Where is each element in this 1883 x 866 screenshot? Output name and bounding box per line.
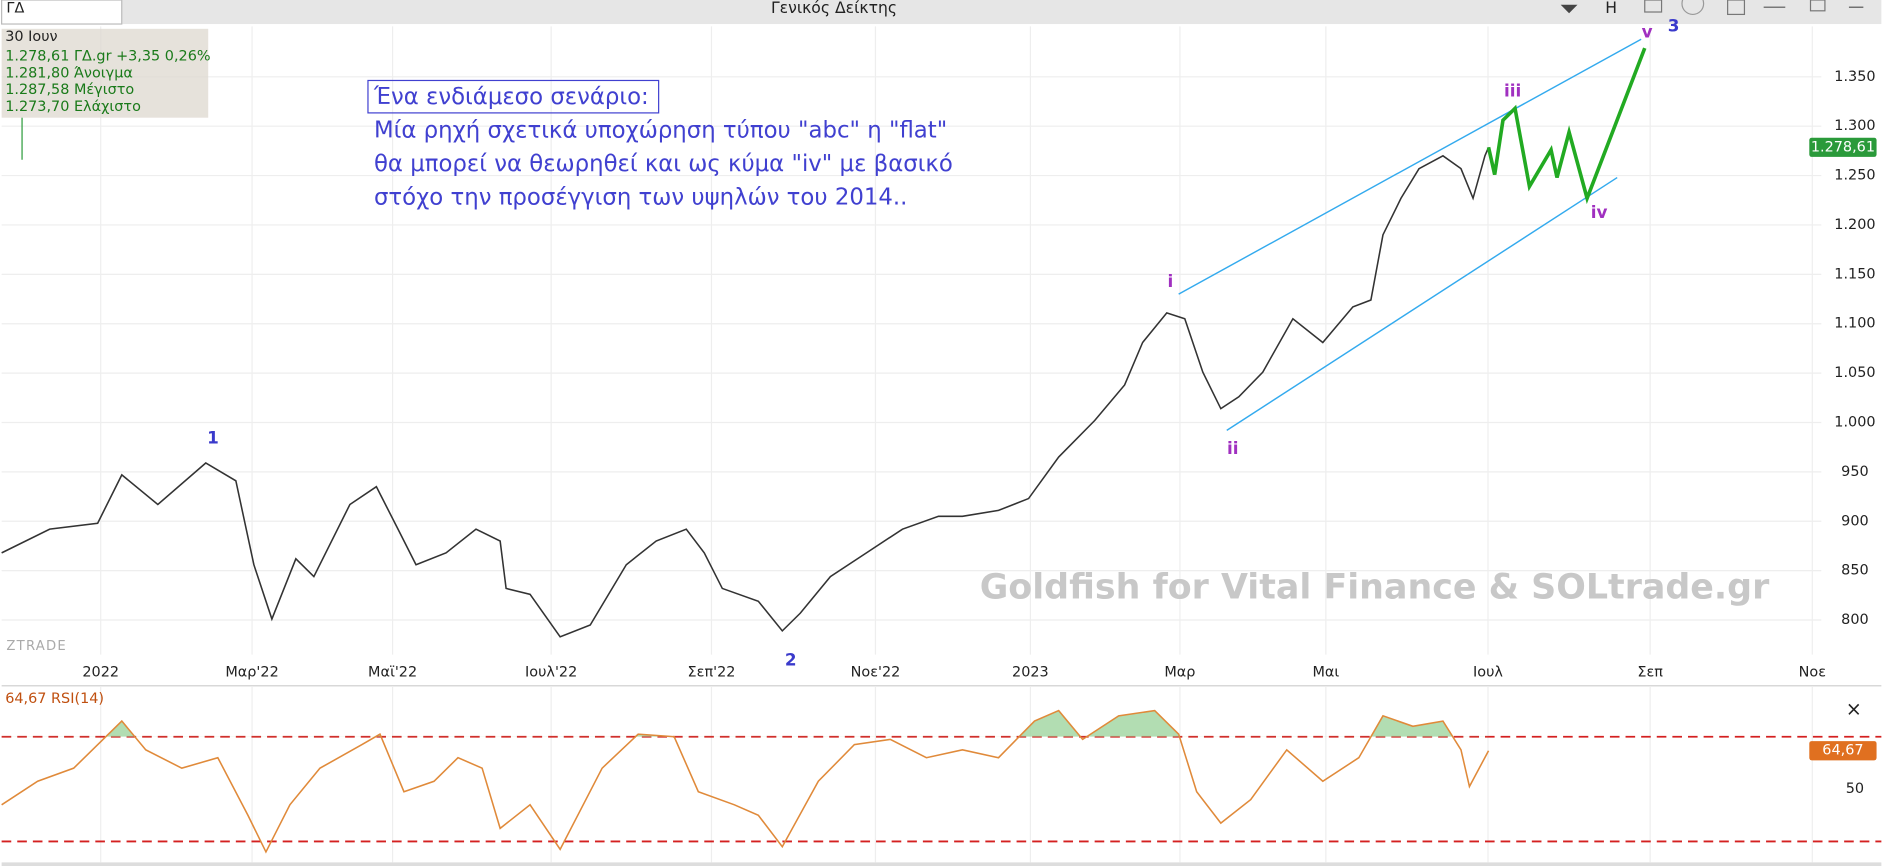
last-value-tag	[1809, 741, 1877, 761]
bottom-strip	[1, 862, 1882, 866]
info-date: 30 Ιουν	[5, 29, 57, 45]
price-line	[1, 146, 1490, 638]
close-panel[interactable]: ×	[1846, 697, 1862, 720]
wave-label: 2	[785, 650, 797, 670]
info-line: 1.278,61 ΓΔ.gr +3,35 0,26%	[5, 48, 210, 64]
brand: ZTRADE	[6, 639, 66, 654]
y-tick-label: 1.300	[1834, 118, 1875, 134]
channel-line	[1226, 176, 1618, 431]
y-tick-label: 1.250	[1834, 168, 1875, 184]
overbought-area	[105, 710, 1453, 737]
wave-label: iv	[1591, 202, 1608, 222]
wave-label: v	[1642, 21, 1653, 41]
x-tick-label: Μαρ	[1164, 665, 1195, 681]
interval-button[interactable]: H	[1605, 0, 1617, 17]
x-tick-label: Μαι	[1312, 665, 1339, 681]
x-tick-label: 2022	[82, 665, 119, 681]
x-tick-label: Μαρ'22	[225, 665, 278, 681]
note-line: στόχο την προσέγγιση των υψηλών του 2014…	[374, 185, 907, 211]
icon[interactable]	[1681, 0, 1705, 16]
y-tick-label: 1.350	[1834, 69, 1875, 85]
price-line	[1, 709, 1490, 854]
watermark: Goldfish for Vital Finance & SOLtrade.gr	[980, 568, 1770, 608]
y-tick-label: 1.050	[1834, 365, 1875, 381]
icon[interactable]	[1727, 0, 1746, 16]
last-value-label: 1.278,61	[1811, 139, 1875, 155]
y-tick-label: 950	[1841, 464, 1869, 480]
y-tick-label: 1.100	[1834, 316, 1875, 332]
wave-label: ii	[1227, 438, 1239, 458]
y-tick-label: 850	[1841, 563, 1869, 579]
indicator-title: 64,67 RSI(14)	[5, 691, 104, 707]
note-line: Μία ρηχή σχετικά υποχώρηση τύπου "abc" η…	[374, 117, 947, 143]
note-line: θα μπορεί να θεωρηθεί και ως κύμα "iv" μ…	[374, 151, 953, 177]
info-line: 1.273,70 Ελάχιστο	[5, 99, 141, 115]
symbol-input[interactable]	[1, 0, 123, 25]
last-value-tag	[1809, 137, 1877, 157]
info-box	[1, 28, 209, 118]
symbol: ΓΔ	[6, 0, 24, 16]
toolbar	[1, 0, 1882, 25]
x-tick-label: Νοε'22	[851, 665, 901, 681]
x-tick-label: Σεπ'22	[688, 665, 736, 681]
x-tick-label: Σεπ	[1637, 665, 1663, 681]
y-tick-label: 800	[1841, 612, 1869, 628]
x-tick-label: Ιουλ	[1473, 665, 1503, 681]
y-tick-label: 1.150	[1834, 266, 1875, 282]
wave-label: 3	[1668, 15, 1680, 35]
x-tick-label: Ιουλ'22	[525, 665, 577, 681]
info-line: 1.287,58 Μέγιστο	[5, 82, 134, 98]
x-tick-label: Μαϊ'22	[368, 665, 417, 681]
y-tick-label: 900	[1841, 513, 1869, 529]
wave-label: i	[1167, 271, 1173, 291]
wave-label: iii	[1504, 81, 1521, 101]
note-heading: Ένα ενδιάμεσο σενάριο:	[373, 84, 649, 110]
last-value-label: 64,67	[1822, 743, 1863, 759]
y-tick-label: 50	[1846, 781, 1864, 797]
projection-line	[1486, 47, 1647, 205]
note-box	[367, 79, 660, 114]
x-tick-label: 2023	[1012, 665, 1049, 681]
wave-label: 1	[207, 427, 219, 447]
instrument-title: Γενικός Δείκτης	[771, 0, 897, 17]
icon[interactable]	[1809, 0, 1826, 12]
x-tick-label: Νοε	[1799, 665, 1826, 681]
y-tick-label: 1.000	[1834, 414, 1875, 430]
channel-line	[1178, 38, 1642, 295]
dropdown[interactable]	[1560, 4, 1578, 14]
y-tick-label: 1.200	[1834, 217, 1875, 233]
icon[interactable]	[1644, 0, 1663, 13]
info-line: 1.281,80 Άνοιγμα	[5, 65, 133, 81]
